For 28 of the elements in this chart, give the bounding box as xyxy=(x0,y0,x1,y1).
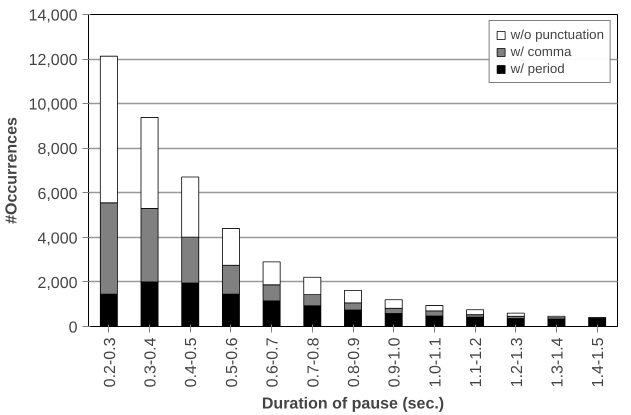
x-tick-label: 0.7-0.8 xyxy=(305,337,322,388)
y-tick-label: 10,000 xyxy=(28,96,78,114)
x-tick-label: 0.9-1.0 xyxy=(386,337,404,388)
legend-label: w/o punctuation xyxy=(510,27,604,42)
x-tick-label: 1.3-1.4 xyxy=(549,337,566,388)
y-tick-label: 14,000 xyxy=(28,8,78,24)
legend-label: w/ comma xyxy=(510,44,572,59)
x-axis-title: Duration of pause (sec.) xyxy=(262,395,444,412)
bar xyxy=(506,312,525,317)
y-tick-label: 6,000 xyxy=(37,186,78,203)
x-tick-label: 1.1-1.2 xyxy=(468,337,486,388)
y-axis-title: #Occurrences xyxy=(4,117,21,224)
y-tick-label: 2,000 xyxy=(37,274,78,292)
x-tick-label: 0.2-0.3 xyxy=(102,337,119,388)
x-tick-label: 0.5-0.6 xyxy=(224,337,241,388)
x-tick-label: 0.6-0.7 xyxy=(264,337,282,388)
y-tick-label: 0 xyxy=(68,320,78,336)
x-tick-label: 0.3-0.4 xyxy=(142,337,160,388)
y-tick-label: 4,000 xyxy=(37,230,78,248)
x-tick-label: 0.4-0.5 xyxy=(183,337,200,388)
y-tick-label: 12,000 xyxy=(28,52,78,70)
legend-label: w/ period xyxy=(510,61,565,76)
bar xyxy=(466,309,484,316)
y-tick-label: 8,000 xyxy=(37,141,78,158)
x-tick-label: 1.0-1.1 xyxy=(427,337,444,388)
x-tick-label: 1.2-1.3 xyxy=(508,337,526,388)
x-tick-label: 1.4-1.5 xyxy=(590,337,608,388)
x-tick-label: 0.8-0.9 xyxy=(346,337,363,388)
